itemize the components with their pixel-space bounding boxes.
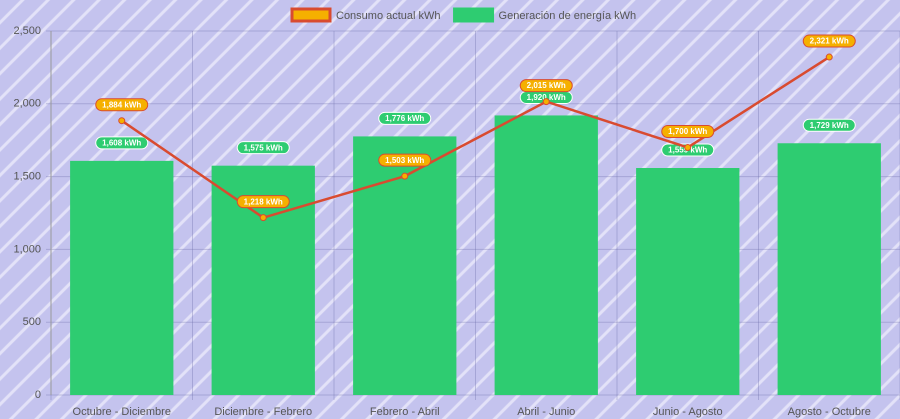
- line-point: [118, 117, 126, 125]
- y-tick-label: 0: [35, 389, 41, 401]
- x-tick-label: Abril - Junio: [517, 406, 575, 418]
- bar: [777, 143, 881, 395]
- value-label: 1,218 kWh: [244, 197, 283, 206]
- line-point: [684, 143, 692, 151]
- bar: [70, 160, 174, 395]
- value-label: 1,776 kWh: [385, 114, 424, 123]
- y-tick-label: 500: [23, 316, 41, 328]
- x-tick-label: Octubre - Diciembre: [73, 406, 171, 418]
- line-point: [259, 214, 267, 222]
- value-label-bg: [95, 136, 149, 150]
- x-tick-label: Febrero - Abril: [370, 406, 440, 418]
- value-label: 2,015 kWh: [527, 81, 566, 90]
- y-tick-label: 1,000: [13, 243, 41, 255]
- x-tick-label: Junio - Agosto: [653, 406, 723, 418]
- y-tick-label: 2,500: [13, 25, 41, 37]
- legend-label: Consumo actual kWh: [336, 10, 441, 22]
- x-tick-label: Diciembre - Febrero: [214, 406, 312, 418]
- value-label-bg: [378, 111, 432, 125]
- value-label-bg: [519, 79, 573, 93]
- value-label-bg: [661, 124, 715, 138]
- line-point: [542, 98, 550, 106]
- value-label: 1,729 kWh: [810, 121, 849, 130]
- bar: [636, 168, 740, 395]
- value-label-bg: [95, 98, 149, 112]
- line-point: [401, 172, 409, 180]
- bar: [494, 115, 598, 395]
- value-label: 1,503 kWh: [385, 156, 424, 165]
- value-label: 1,575 kWh: [244, 143, 283, 152]
- value-label: 1,884 kWh: [102, 100, 141, 109]
- value-label-bg: [802, 118, 856, 132]
- value-label-bg: [236, 141, 290, 155]
- value-label: 2,321 kWh: [810, 37, 849, 46]
- line-point: [825, 53, 833, 61]
- value-label: 1,608 kWh: [102, 138, 141, 147]
- y-tick-label: 1,500: [13, 171, 41, 183]
- legend-swatch: [453, 7, 495, 23]
- value-label-bg: [236, 195, 290, 209]
- legend-label: Generación de energía kWh: [499, 10, 637, 22]
- value-label: 1,920 kWh: [527, 93, 566, 102]
- value-label-bg: [802, 34, 856, 48]
- value-label-bg: [378, 153, 432, 167]
- legend-swatch: [290, 7, 332, 23]
- y-tick-label: 2,000: [13, 98, 41, 110]
- value-label: 1,700 kWh: [668, 127, 707, 136]
- x-tick-label: Agosto - Octubre: [788, 406, 871, 418]
